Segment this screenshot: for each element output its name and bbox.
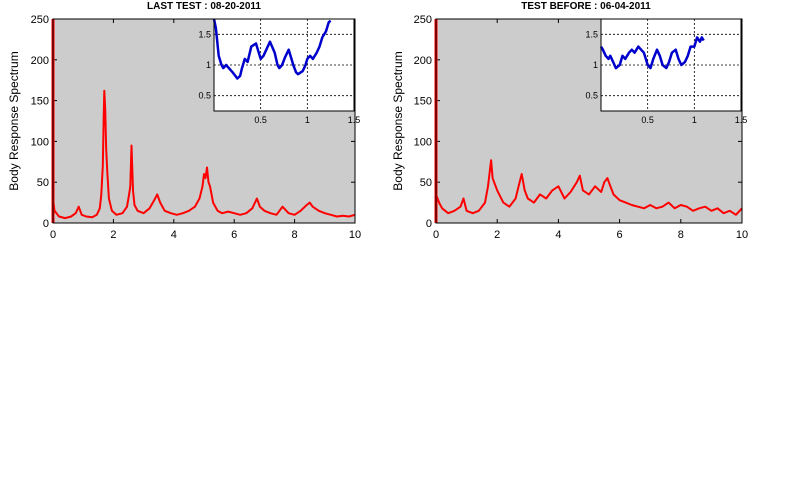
inset-chart: 0.5 1 1.5 0.5 1 1.5 (585, 18, 748, 125)
y-tick-label: 0 (426, 218, 432, 230)
y-tick-label: 0 (43, 218, 49, 230)
y-tick-label: 100 (31, 136, 49, 148)
y-tick-label: 150 (31, 96, 49, 108)
x-tick-label: 0 (433, 229, 439, 241)
x-tick-label: 6 (231, 229, 237, 241)
inset-frame (213, 18, 355, 112)
inset-y-tick-label: 1 (206, 60, 211, 70)
inset-frame (600, 18, 742, 112)
y-axis-label: Body Response Spectrum (7, 51, 21, 190)
x-tick-label: 8 (292, 229, 298, 241)
plot-frame (435, 18, 743, 224)
chart-2: TEST BEFORE : 06-04-2011 Body Response Sp… (391, 1, 748, 241)
y-tick-label: 150 (414, 96, 432, 108)
series-line-1 (52, 89, 356, 220)
inset-x-tick-label: 1 (305, 115, 310, 125)
y-tick-label: 250 (31, 14, 49, 26)
x-tick-label: 4 (555, 229, 561, 241)
x-tick-label: 2 (494, 229, 500, 241)
x-tick-label: 10 (349, 229, 361, 241)
y-tick-label: 50 (420, 177, 432, 189)
inset-chart: 0.5 1 1.5 0.5 1 1.5 (198, 18, 361, 125)
inset-x-tick-label: 1.5 (348, 115, 361, 125)
plot-frame (52, 18, 356, 224)
inset-y-tick-label: 0.5 (198, 91, 211, 101)
chart-title: TEST BEFORE : 06-04-2011 (521, 1, 651, 12)
chart-title: LAST TEST : 08-20-2011 (147, 1, 261, 12)
inset-series-line-1 (599, 36, 705, 70)
x-tick-label: 2 (110, 229, 116, 241)
y-tick-label: 250 (414, 14, 432, 26)
y-tick-label: 200 (414, 55, 432, 67)
inset-x-tick-label: 1.5 (735, 115, 748, 125)
x-tick-label: 4 (171, 229, 177, 241)
inset-y-tick-label: 0.5 (585, 91, 598, 101)
y-tick-label: 50 (37, 177, 49, 189)
inset-y-tick-label: 1.5 (198, 29, 211, 39)
y-axis-label: Body Response Spectrum (391, 51, 405, 190)
inset-x-tick-label: 1 (692, 115, 697, 125)
x-tick-label: 0 (50, 229, 56, 241)
inset-x-tick-label: 0.5 (641, 115, 654, 125)
y-tick-label: 100 (414, 136, 432, 148)
x-tick-label: 10 (736, 229, 748, 241)
x-tick-label: 8 (678, 229, 684, 241)
series-line-1 (435, 159, 743, 216)
inset-y-tick-label: 1.5 (585, 29, 598, 39)
inset-y-tick-label: 1 (593, 60, 598, 70)
y-tick-label: 200 (31, 55, 49, 67)
x-tick-label: 6 (617, 229, 623, 241)
inset-x-tick-label: 0.5 (254, 115, 267, 125)
chart-1: LAST TEST : 08-20-2011 Body Response Spec… (7, 1, 361, 241)
inset-series-line-1 (212, 18, 332, 80)
